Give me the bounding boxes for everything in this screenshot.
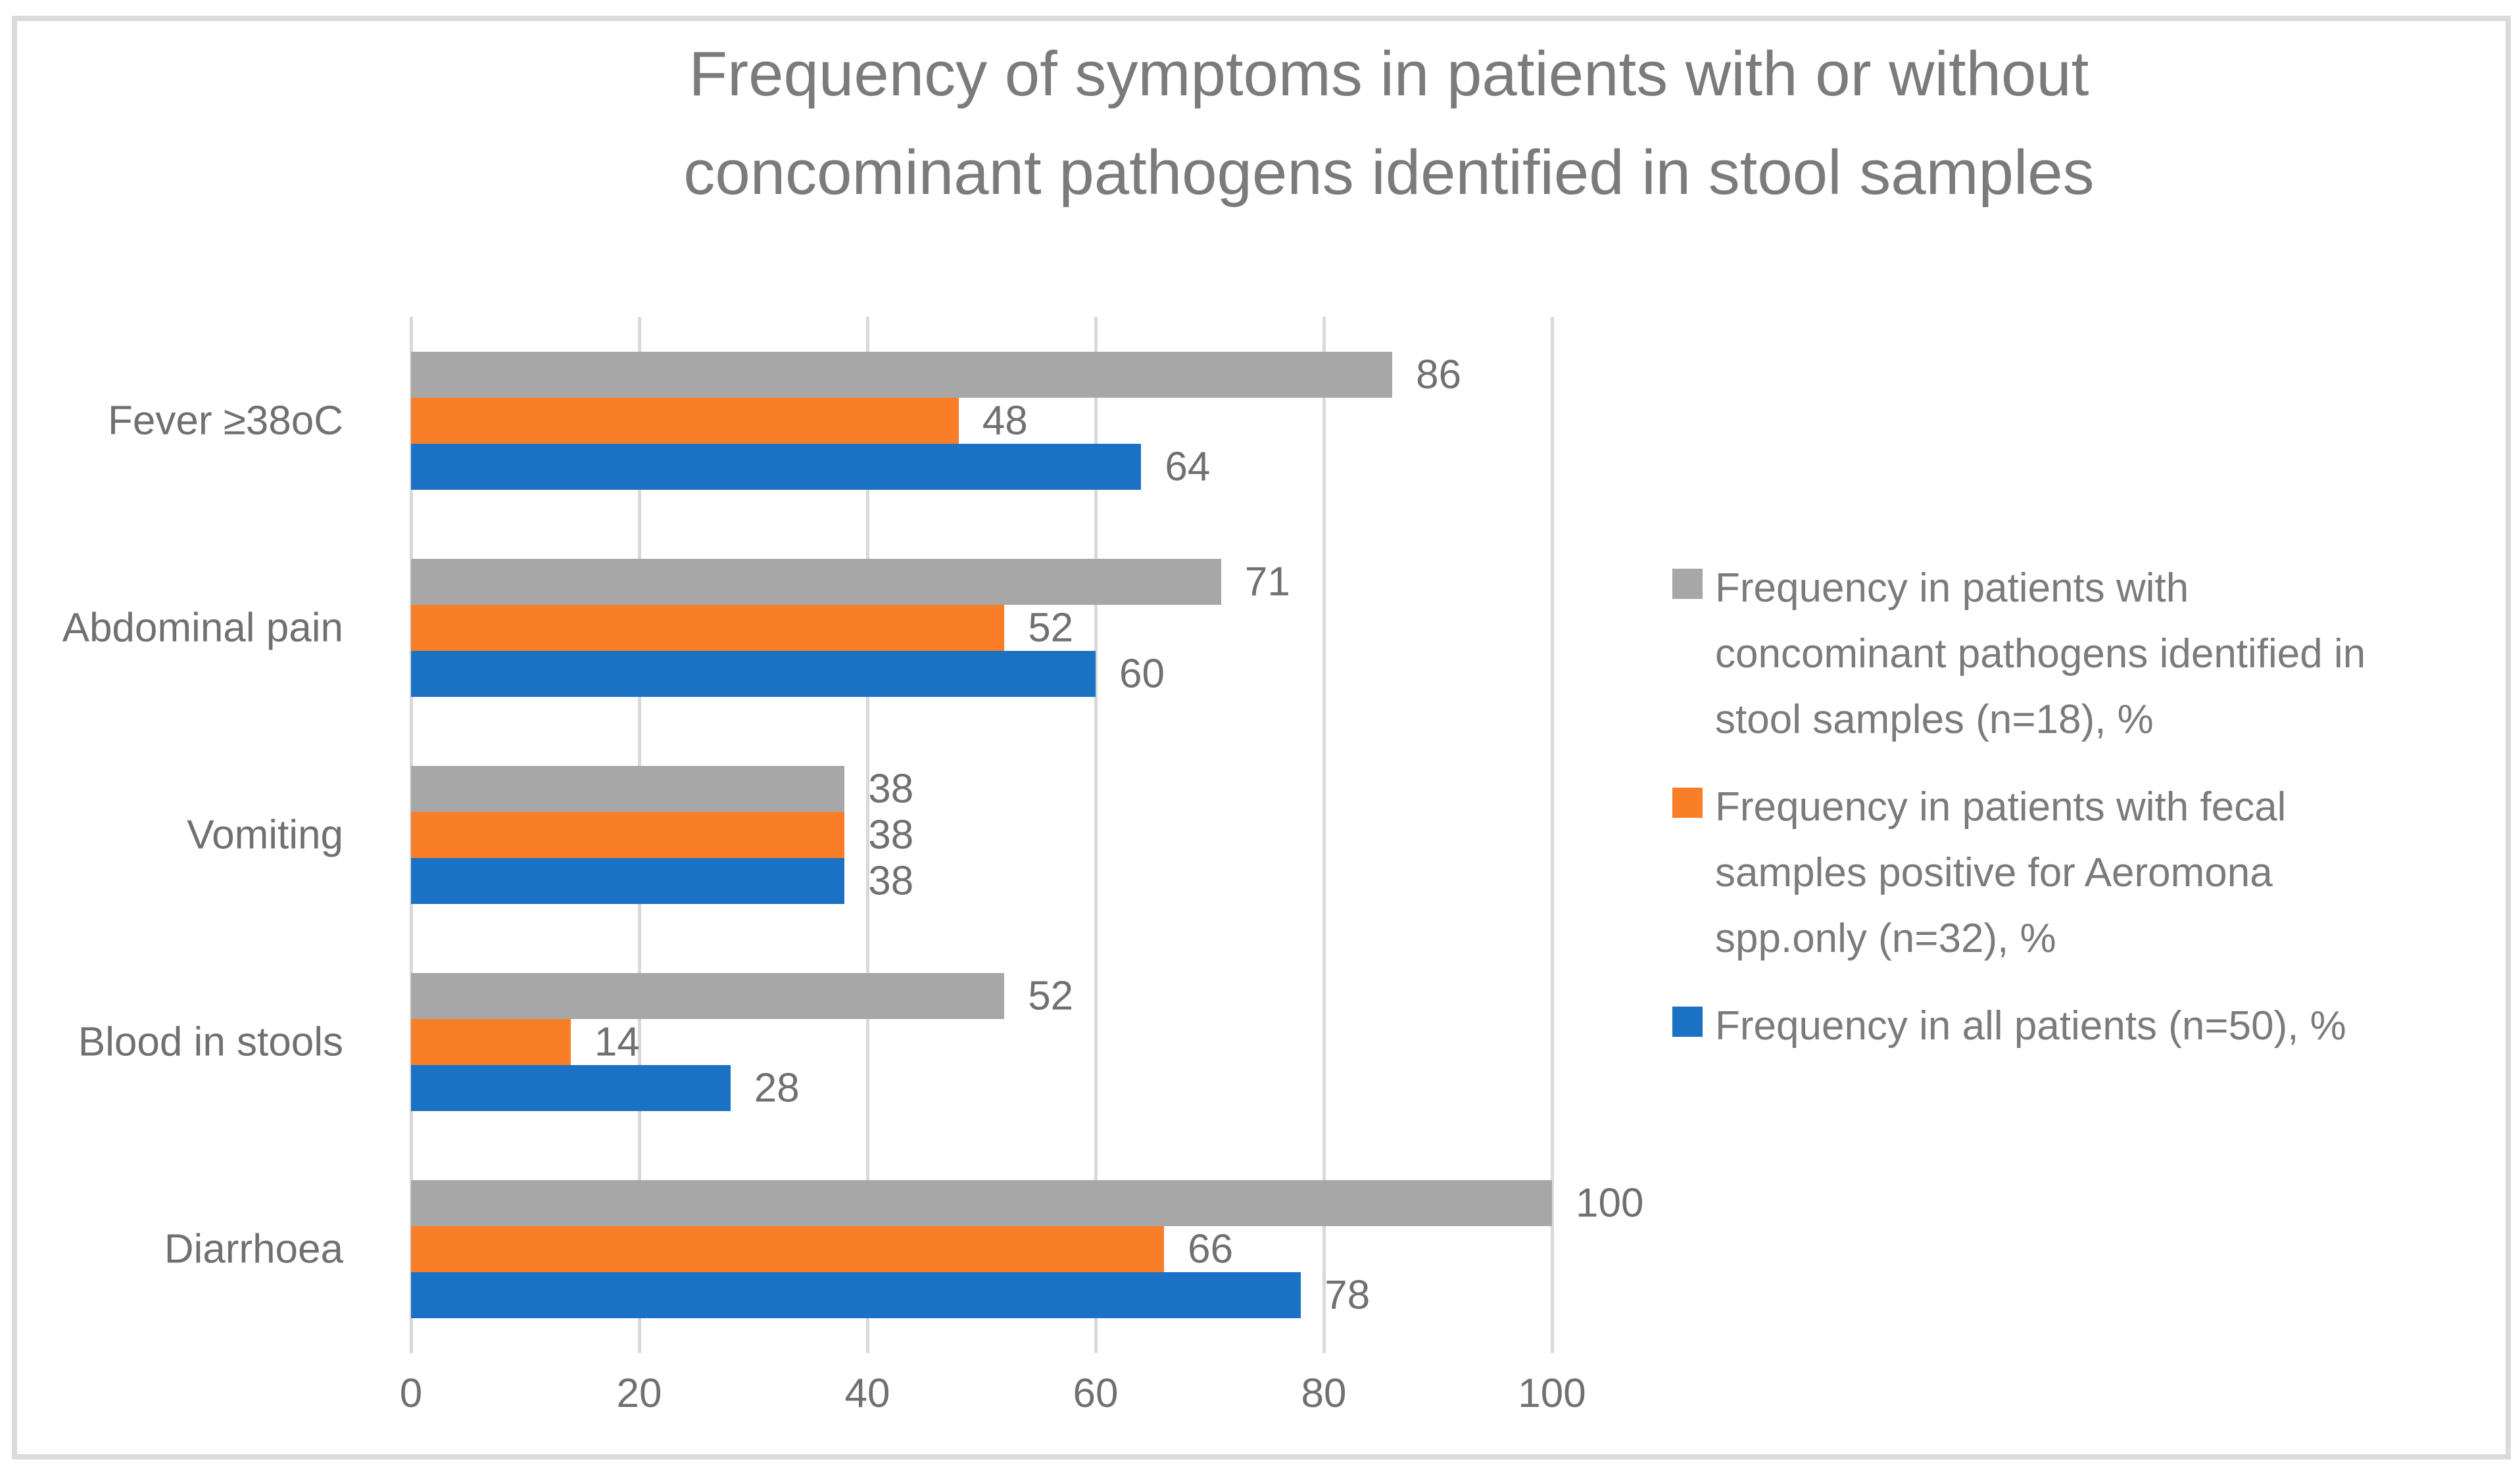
x-tick-label: 60: [1073, 1371, 1119, 1416]
data-label: 71: [1244, 559, 1290, 605]
x-tick-label: 0: [399, 1371, 423, 1416]
legend-marker-icon: [1672, 569, 1703, 599]
bar: [411, 351, 1393, 398]
data-label: 38: [868, 858, 914, 904]
data-label: 86: [1416, 352, 1462, 398]
legend-marker-icon: [1672, 1007, 1703, 1037]
bar: [411, 973, 1005, 1020]
legend-label-line: Frequency in patients with fecal: [1715, 784, 2287, 830]
data-label: 66: [1188, 1226, 1234, 1272]
data-label: 14: [594, 1019, 640, 1065]
bar: [411, 766, 845, 812]
legend-label-line: Frequency in patients with: [1715, 565, 2189, 611]
data-label: 52: [1028, 973, 1074, 1019]
bar: [411, 558, 1221, 605]
x-tick-label: 80: [1301, 1371, 1347, 1416]
category-label: Fever ≥38oC: [108, 398, 343, 444]
category-label: Abdominal pain: [62, 605, 343, 651]
legend-label-line: stool samples (n=18), %: [1715, 697, 2154, 742]
bar: [411, 397, 959, 444]
bar: [411, 858, 845, 904]
data-label: 60: [1119, 651, 1165, 697]
gridline: [1094, 317, 1098, 1353]
category-label: Diarrhoea: [164, 1226, 343, 1272]
data-label: 48: [982, 398, 1028, 444]
x-tick-label: 20: [616, 1371, 662, 1416]
bar: [411, 650, 1096, 697]
data-label: 38: [868, 766, 914, 812]
chart-title-line-2: concominant pathogens identified in stoo…: [683, 137, 2095, 208]
gridline: [1322, 317, 1326, 1353]
gridline: [1550, 317, 1554, 1353]
bar: [411, 604, 1005, 651]
data-label: 100: [1576, 1180, 1644, 1226]
x-tick-label: 100: [1518, 1371, 1586, 1416]
legend-label-line: samples positive for Aeromona: [1715, 850, 2273, 895]
bar: [411, 1180, 1552, 1227]
data-label: 38: [868, 812, 914, 858]
bar: [411, 443, 1142, 490]
gridline: [865, 317, 869, 1353]
legend-label-line: Frequency in all patients (n=50), %: [1715, 1003, 2346, 1049]
category-label: Vomiting: [187, 812, 343, 858]
legend-label-line: spp.only (n=32), %: [1715, 916, 2056, 961]
legend-label: Frequency in patients with fecal samples …: [1715, 774, 2520, 972]
bar: [411, 1019, 571, 1066]
bar: [411, 1065, 731, 1112]
bar: [411, 812, 845, 858]
data-label: 52: [1028, 605, 1074, 651]
legend-marker-icon: [1672, 788, 1703, 818]
data-label: 64: [1165, 444, 1211, 490]
bar: [411, 1272, 1301, 1319]
bar: [411, 1226, 1165, 1273]
legend-label: Frequency in all patients (n=50), %: [1715, 993, 2520, 1059]
data-label: 28: [754, 1065, 800, 1111]
x-tick-label: 40: [844, 1371, 890, 1416]
chart-title: Frequency of symptoms in patients with o…: [258, 25, 2520, 222]
chart-title-line-1: Frequency of symptoms in patients with o…: [689, 39, 2089, 109]
data-label: 78: [1324, 1272, 1370, 1318]
legend-label: Frequency in patients with concominant pa…: [1715, 556, 2520, 753]
category-label: Blood in stools: [78, 1019, 343, 1065]
legend-label-line: concominant pathogens identified in: [1715, 631, 2366, 677]
